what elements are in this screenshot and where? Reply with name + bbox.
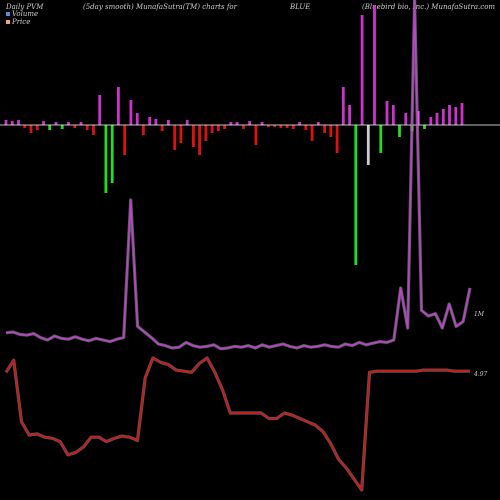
- chart-symbol: BLUE: [289, 3, 310, 11]
- volume-bar: [385, 101, 389, 125]
- volume-bar: [267, 125, 270, 127]
- volume-bar: [185, 120, 189, 125]
- volume-bar: [404, 113, 408, 125]
- volume-bar: [279, 125, 283, 128]
- volume-bar: [391, 105, 395, 125]
- volume-bar: [373, 5, 376, 125]
- volume-bar: [48, 125, 52, 130]
- volume-bar: [92, 125, 95, 135]
- volume-bar: [416, 111, 420, 125]
- volume-bar: [310, 125, 314, 141]
- chart-title-left: Daily PVM: [5, 3, 44, 11]
- volume-bar: [254, 125, 258, 145]
- pvm-end-label: 1M: [474, 311, 485, 318]
- line-series: [4, 0, 472, 492]
- volume-bar: [285, 125, 289, 128]
- volume-bar: [360, 15, 364, 125]
- volume-bar: [217, 125, 220, 131]
- volume-bar: [460, 103, 464, 125]
- volume-bar: [210, 125, 214, 133]
- volume-bar: [435, 113, 439, 125]
- volume-bar: [441, 109, 445, 125]
- pvm-line: [5, 0, 471, 350]
- volume-bar: [223, 125, 226, 129]
- volume-bar: [54, 122, 58, 125]
- volume-bar: [273, 125, 276, 127]
- legend-price-label: Price: [11, 18, 30, 26]
- volume-bar: [335, 125, 339, 153]
- volume-bar: [298, 122, 301, 125]
- volume-bar: [354, 125, 358, 265]
- volume-bars: [4, 5, 464, 265]
- volume-bar: [148, 117, 152, 125]
- pvm-line-glow: [5, 0, 472, 351]
- volume-bar: [23, 125, 27, 128]
- volume-bar: [110, 125, 114, 183]
- volume-bar: [304, 125, 308, 130]
- volume-bar: [4, 120, 8, 125]
- volume-bar: [204, 125, 208, 141]
- legend-volume-label: Volume: [12, 10, 38, 18]
- volume-bar: [341, 87, 345, 125]
- volume-bar: [366, 125, 370, 165]
- volume-bar: [179, 125, 183, 143]
- volume-bar: [248, 121, 251, 125]
- volume-bar: [73, 125, 77, 128]
- price-line-glow: [4, 356, 470, 492]
- volume-bar: [448, 105, 451, 125]
- volume-bar: [348, 105, 351, 125]
- volume-bar: [67, 122, 70, 125]
- price-end-label: 4.97: [473, 371, 488, 378]
- volume-bar: [379, 125, 383, 153]
- volume-bar: [154, 119, 158, 125]
- volume-bar: [454, 107, 458, 125]
- volume-bar: [35, 125, 39, 130]
- volume-bar: [291, 125, 295, 129]
- price-line: [5, 357, 470, 491]
- volume-bar: [167, 120, 170, 125]
- volume-bar: [129, 100, 133, 125]
- volume-bar: [173, 125, 177, 150]
- chart-company: (Bluebird bio, Inc.) MunafaSutra.com: [362, 3, 495, 11]
- chart-title-smooth: (5day smooth) MunafaSutra(TM) charts for: [83, 3, 238, 11]
- volume-bar: [117, 87, 120, 125]
- volume-bar: [29, 125, 33, 133]
- volume-bar: [160, 125, 164, 131]
- volume-bar: [423, 125, 426, 129]
- volume-bar: [323, 125, 326, 133]
- volume-bar: [429, 117, 433, 125]
- volume-bar: [98, 95, 102, 125]
- volume-bar: [398, 125, 401, 137]
- volume-bar: [60, 125, 64, 129]
- volume-bar: [329, 125, 333, 137]
- volume-bar: [104, 125, 108, 193]
- volume-bar: [192, 125, 195, 147]
- legend-volume-swatch: [6, 12, 10, 16]
- volume-bar: [260, 122, 264, 125]
- volume-bar: [123, 125, 127, 155]
- volume-bar: [42, 121, 45, 125]
- volume-bar: [316, 122, 320, 125]
- volume-bar: [229, 122, 233, 125]
- legend-price-swatch: [6, 20, 10, 24]
- volume-bar: [85, 125, 89, 130]
- volume-bar: [135, 113, 139, 125]
- volume-bar: [79, 122, 83, 125]
- volume-bar: [17, 120, 20, 125]
- volume-bar: [242, 125, 245, 129]
- volume-bar: [10, 121, 14, 125]
- volume-bar: [198, 125, 201, 155]
- volume-bar: [142, 125, 145, 135]
- volume-bar: [235, 122, 239, 125]
